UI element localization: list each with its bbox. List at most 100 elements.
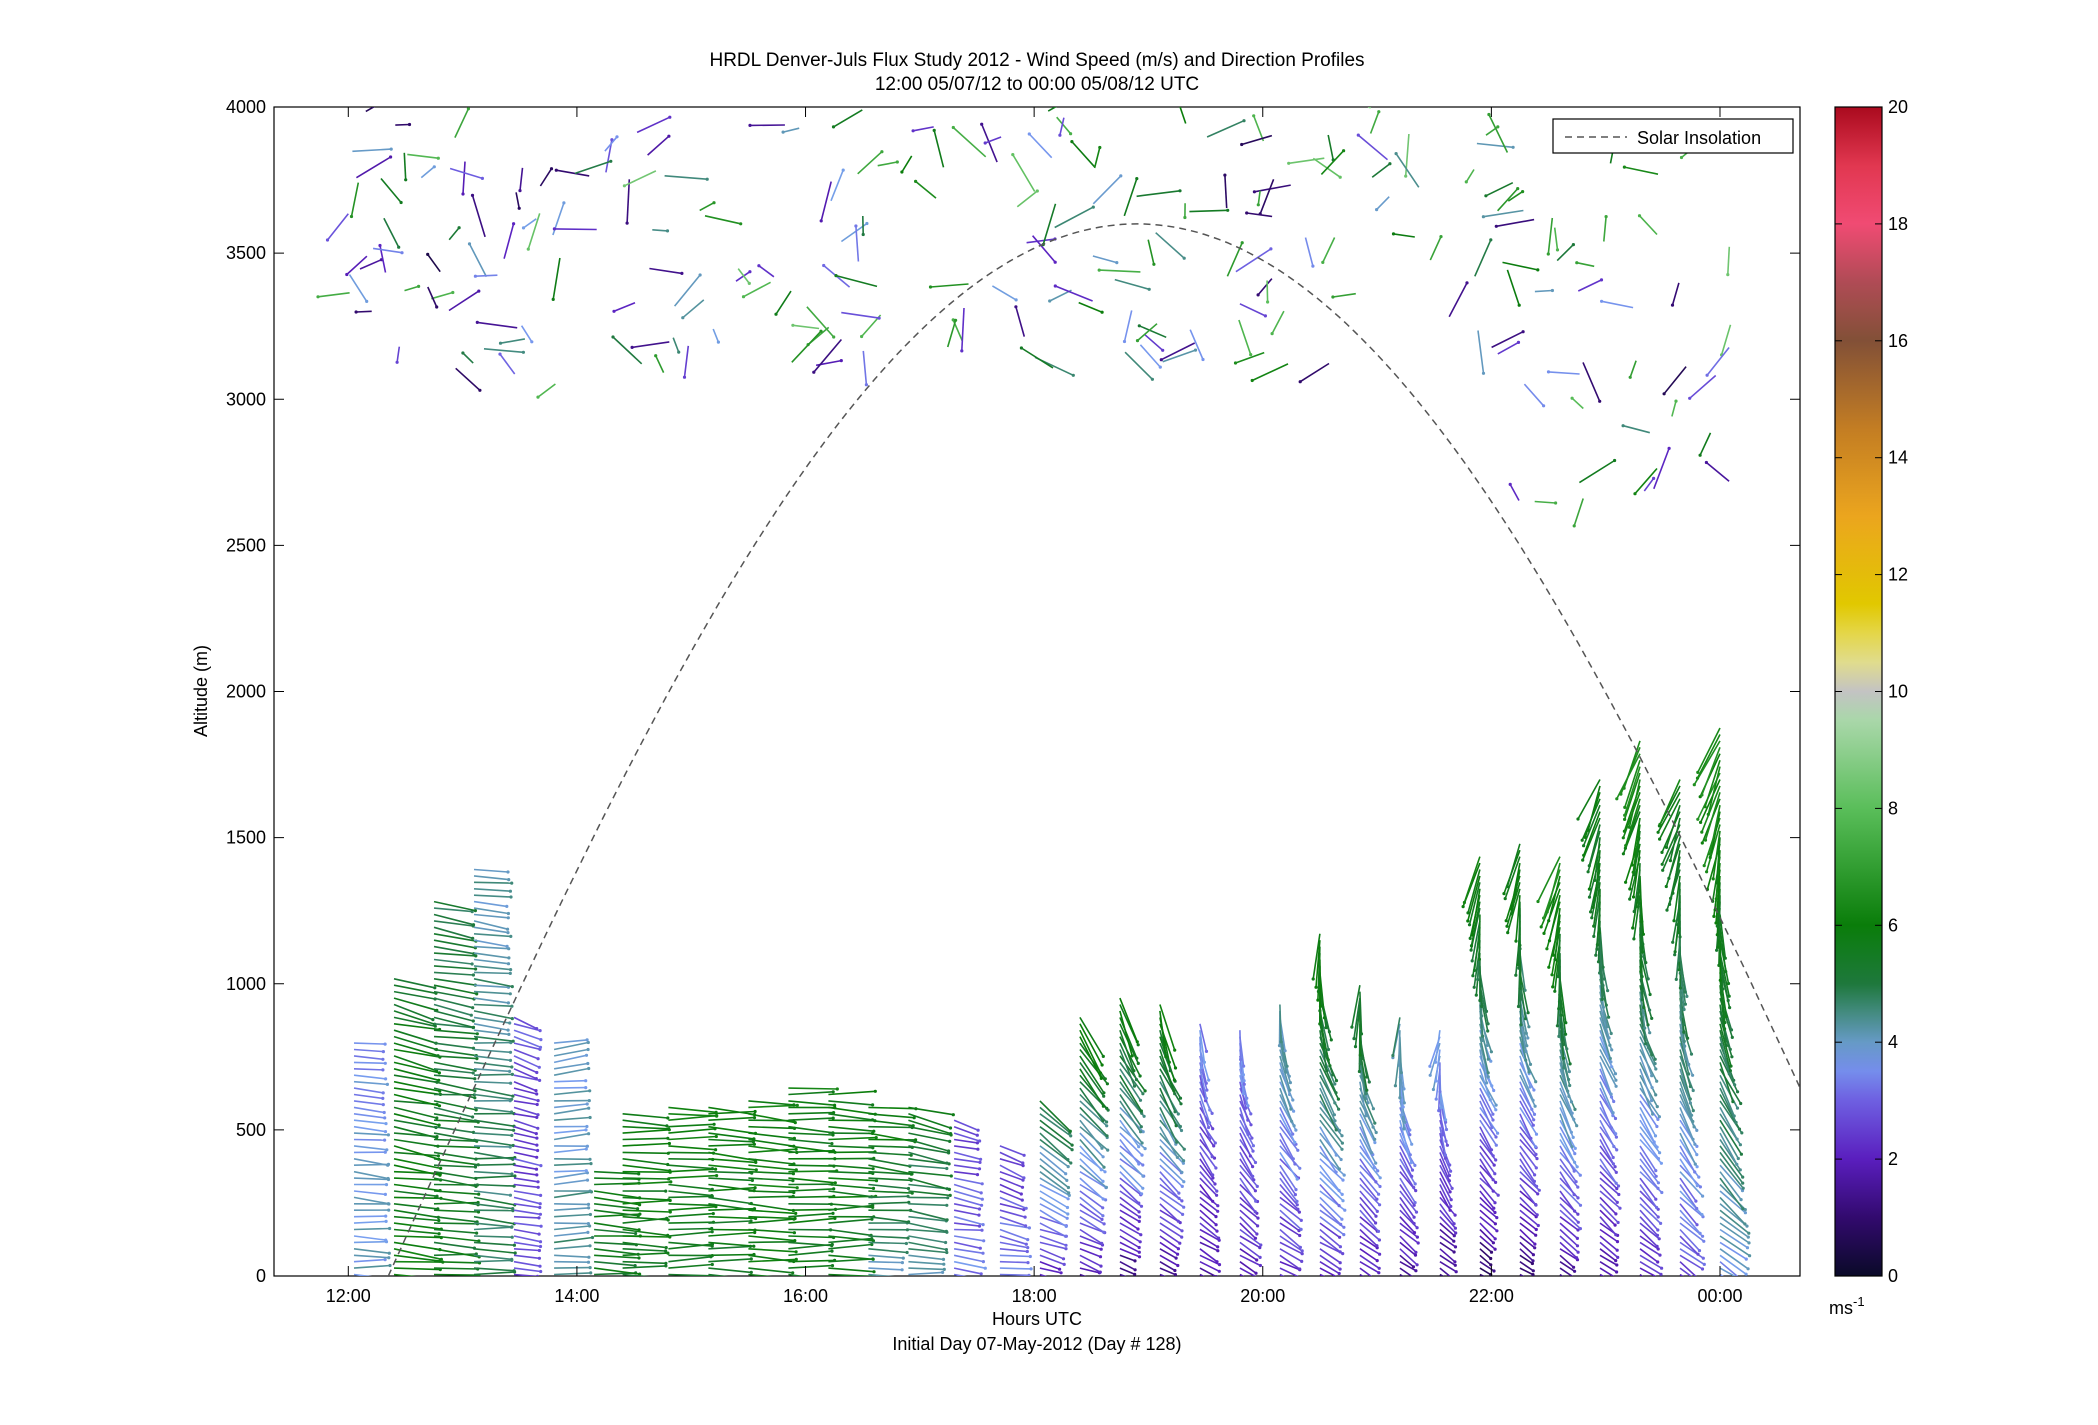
wind-vector bbox=[433, 952, 476, 957]
wind-vector-head bbox=[1340, 1141, 1344, 1145]
wind-vector bbox=[1399, 1152, 1413, 1177]
wind-vector bbox=[1479, 1151, 1496, 1175]
wind-vector bbox=[393, 1048, 441, 1058]
wind-vector-head bbox=[1703, 805, 1707, 809]
wind-vector bbox=[433, 1029, 478, 1035]
wind-vector bbox=[1479, 1216, 1498, 1232]
wind-vector-head bbox=[512, 1243, 517, 1247]
wind-vector-head bbox=[1021, 1164, 1025, 1168]
wind-vector bbox=[1199, 1184, 1214, 1202]
wind-vector-head bbox=[1413, 1253, 1418, 1257]
wind-vector-head bbox=[1374, 1214, 1378, 1218]
wind-vector-head bbox=[535, 1092, 539, 1096]
wind-vector-head bbox=[1338, 1267, 1342, 1271]
wind-vector-head bbox=[1297, 1210, 1301, 1214]
wind-vector-head bbox=[1727, 1072, 1731, 1076]
wind-vector-head bbox=[1702, 1262, 1706, 1266]
wind-vector-head bbox=[1672, 919, 1676, 923]
wind-vector-head bbox=[1682, 1030, 1686, 1034]
wind-vector bbox=[908, 1183, 948, 1190]
wind-vector-head bbox=[383, 1138, 387, 1142]
wind-vector-head bbox=[507, 947, 511, 951]
wind-vector bbox=[537, 383, 556, 398]
wind-vector-head bbox=[1702, 1239, 1706, 1243]
wind-vector bbox=[1639, 1100, 1658, 1127]
wind-vector-head bbox=[1536, 1223, 1540, 1228]
wind-vector bbox=[1123, 310, 1133, 342]
wind-vector bbox=[473, 965, 511, 971]
wind-vector-head bbox=[1296, 1207, 1300, 1211]
wind-vector bbox=[828, 1228, 872, 1237]
wind-vector bbox=[393, 990, 436, 1000]
wind-vector-head bbox=[510, 1172, 514, 1176]
wind-vector-head bbox=[1101, 1104, 1105, 1108]
wind-vector bbox=[1712, 830, 1721, 880]
wind-vector bbox=[1639, 1177, 1657, 1200]
wind-vector-head bbox=[1531, 1269, 1535, 1273]
wind-vector-head bbox=[1476, 978, 1480, 982]
wind-vector bbox=[1079, 1196, 1104, 1217]
wind-vector-head bbox=[912, 1116, 916, 1120]
wind-vector-head bbox=[1657, 1115, 1661, 1119]
wind-vector bbox=[668, 1168, 716, 1173]
wind-vector bbox=[1279, 1241, 1303, 1255]
wind-vector bbox=[1628, 779, 1641, 828]
wind-vector bbox=[1479, 1158, 1494, 1181]
wind-vector-head bbox=[794, 1257, 798, 1261]
wind-vector-head bbox=[1181, 1212, 1185, 1216]
wind-vector-head bbox=[1496, 1193, 1500, 1197]
wind-vector-head bbox=[1698, 453, 1702, 457]
wind-vector bbox=[1639, 1132, 1660, 1160]
wind-vector-head bbox=[945, 1218, 949, 1222]
wind-vector bbox=[748, 1195, 794, 1199]
wind-vector-head bbox=[1204, 1096, 1208, 1100]
wind-vector-head bbox=[1614, 1132, 1618, 1136]
wind-vector bbox=[1159, 1235, 1179, 1250]
wind-vector bbox=[1669, 817, 1681, 861]
wind-vector bbox=[473, 1203, 513, 1210]
wind-vector-head bbox=[1740, 1131, 1744, 1135]
wind-vector bbox=[1519, 1248, 1534, 1262]
wind-vector-head bbox=[384, 1238, 388, 1242]
wind-vector bbox=[788, 1091, 834, 1096]
wind-vector bbox=[1239, 1261, 1257, 1274]
wind-vector-head bbox=[1627, 825, 1631, 829]
wind-vector-head bbox=[1135, 339, 1140, 343]
wind-vector bbox=[393, 1196, 442, 1200]
wind-vector-head bbox=[1580, 838, 1584, 842]
wind-vector bbox=[1119, 1177, 1142, 1196]
wind-vector-head bbox=[384, 1219, 388, 1223]
wind-vector-head bbox=[1655, 1105, 1659, 1109]
wind-vector bbox=[1199, 1145, 1217, 1169]
wind-vector bbox=[1357, 134, 1389, 161]
wind-vector-head bbox=[983, 1266, 987, 1270]
wind-vector bbox=[1639, 1267, 1657, 1276]
wind-vector-head bbox=[1019, 346, 1024, 350]
wind-vector-head bbox=[325, 238, 330, 242]
wind-vector-head bbox=[1217, 1269, 1221, 1273]
wind-vector-head bbox=[1066, 1212, 1070, 1216]
wind-vector-head bbox=[386, 1133, 390, 1137]
x-tick-label: 14:00 bbox=[554, 1286, 599, 1306]
wind-vector-head bbox=[432, 165, 436, 169]
wind-vector-head bbox=[471, 1006, 475, 1010]
wind-vector-head bbox=[1173, 1110, 1177, 1114]
wind-vector bbox=[820, 181, 832, 222]
wind-vector bbox=[513, 1138, 538, 1146]
wind-vector-head bbox=[1602, 977, 1606, 981]
wind-vector bbox=[953, 1241, 981, 1249]
wind-vector-head bbox=[1615, 1263, 1619, 1267]
wind-vector-head bbox=[1571, 243, 1575, 247]
wind-vector bbox=[1479, 1132, 1494, 1157]
wind-vector bbox=[1359, 1151, 1381, 1179]
wind-vector bbox=[1039, 1273, 1047, 1276]
wind-vector-head bbox=[948, 1139, 952, 1143]
wind-vector bbox=[622, 1248, 666, 1252]
wind-vector bbox=[1639, 991, 1646, 1029]
wind-vector bbox=[1439, 1222, 1455, 1237]
wind-vector bbox=[748, 1203, 794, 1212]
wind-vector-head bbox=[588, 1224, 592, 1228]
wind-vector-head bbox=[1327, 1030, 1331, 1034]
wind-vector bbox=[1519, 1100, 1535, 1126]
wind-vector-head bbox=[681, 316, 685, 320]
